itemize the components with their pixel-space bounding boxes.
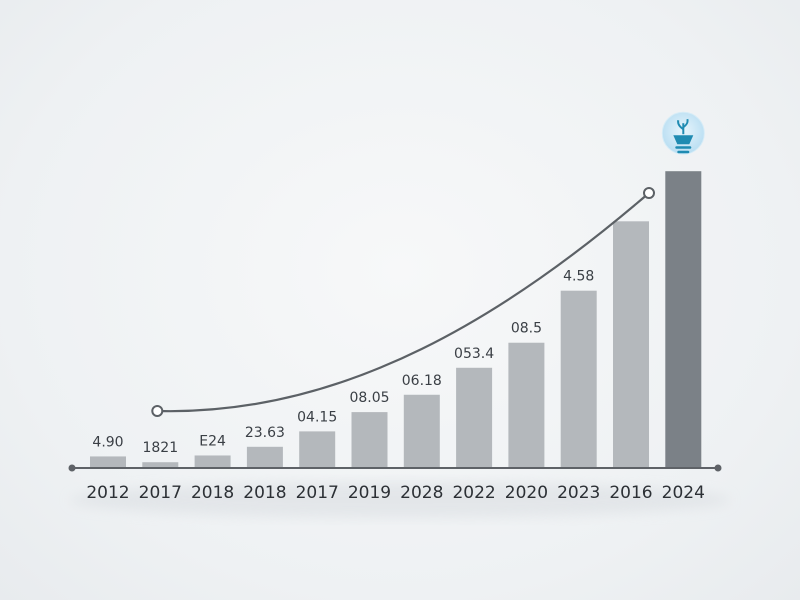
bar-2 (194, 455, 231, 468)
lightbulb-plant-icon (661, 111, 705, 155)
x-tick-label-1: 2017 (139, 483, 182, 503)
bar-4 (299, 431, 336, 468)
bar-5 (351, 412, 388, 468)
data-label-4: 04.15 (297, 409, 337, 425)
x-tick-label-9: 2023 (557, 483, 600, 503)
data-label-9: 4.58 (563, 269, 594, 285)
data-label-1: 1821 (142, 440, 178, 456)
bar-8 (508, 342, 545, 468)
x-axis-left-cap (68, 464, 76, 472)
bar-0 (90, 456, 126, 468)
bar-9 (560, 290, 597, 468)
data-label-3: 23.63 (245, 425, 285, 441)
x-tick-label-0: 2012 (86, 483, 129, 503)
x-axis-right-cap (714, 464, 722, 472)
data-label-8: 08.5 (511, 321, 542, 337)
x-tick-label-5: 2019 (348, 483, 391, 503)
bar-6 (403, 394, 440, 468)
data-label-5: 08.05 (349, 390, 389, 406)
bar-7 (456, 367, 493, 468)
data-label-7: 053.4 (454, 346, 494, 362)
trend-line (157, 192, 650, 413)
x-tick-label-4: 2017 (296, 483, 339, 503)
x-tick-label-3: 2018 (243, 483, 286, 503)
x-tick-label-11: 2024 (662, 483, 705, 503)
trend-line-start-marker (151, 405, 164, 417)
trend-line-end-marker (643, 187, 655, 199)
x-tick-label-7: 2022 (452, 483, 495, 503)
bar-3 (246, 446, 283, 468)
data-label-6: 06.18 (402, 373, 442, 389)
x-tick-label-6: 2028 (400, 483, 443, 503)
data-label-2: E24 (199, 433, 226, 449)
bar-10 (613, 221, 649, 468)
bar-11 (665, 171, 702, 468)
x-tick-label-2: 2018 (191, 483, 234, 503)
x-tick-label-10: 2016 (609, 483, 652, 503)
floor-shadow (70, 482, 730, 518)
x-tick-label-8: 2020 (505, 483, 548, 503)
bar-1 (142, 462, 179, 468)
data-label-0: 4.90 (92, 434, 123, 450)
